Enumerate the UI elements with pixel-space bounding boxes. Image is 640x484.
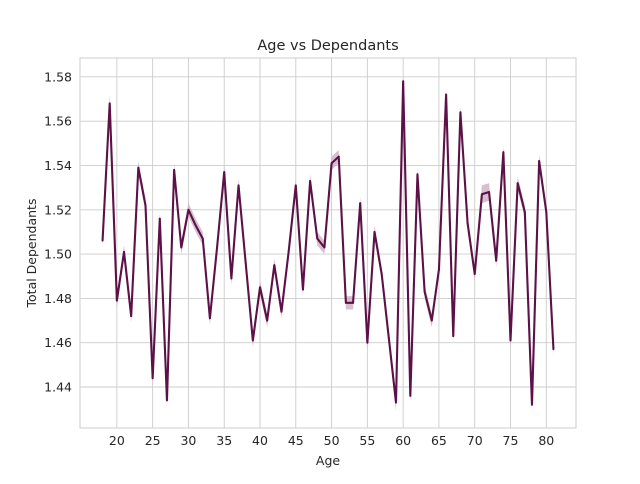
data-lines <box>101 80 555 406</box>
data-point <box>144 204 147 207</box>
data-point <box>309 180 312 182</box>
data-point <box>180 246 183 249</box>
data-point <box>194 224 197 227</box>
data-point <box>251 339 254 342</box>
y-tick-label: 1.56 <box>44 114 72 129</box>
data-point <box>538 160 541 162</box>
y-axis-title: Total Dependants <box>24 199 39 309</box>
x-axis-title: Age <box>316 453 340 468</box>
x-tick-label: 35 <box>216 433 232 448</box>
data-point <box>359 202 362 205</box>
data-point <box>395 401 397 404</box>
data-point <box>237 184 240 187</box>
data-point <box>344 301 347 304</box>
data-point <box>452 335 455 337</box>
y-tick-label: 1.44 <box>44 380 72 395</box>
y-tick-label: 1.52 <box>44 202 72 217</box>
data-point <box>380 273 383 275</box>
data-point <box>108 102 111 105</box>
x-tick-label: 25 <box>145 433 161 448</box>
data-point <box>402 80 405 83</box>
data-point <box>209 317 211 320</box>
data-point <box>352 301 354 304</box>
data-point <box>158 217 161 220</box>
x-tick-label: 40 <box>252 433 268 448</box>
x-tick-label: 20 <box>109 433 125 448</box>
data-point <box>552 348 555 351</box>
data-point <box>223 171 226 174</box>
data-point <box>201 237 204 240</box>
data-point <box>531 403 533 406</box>
y-tick-label: 1.46 <box>44 335 72 350</box>
data-point <box>294 184 297 187</box>
data-point <box>516 182 519 185</box>
data-point <box>459 111 462 114</box>
data-point <box>387 337 390 340</box>
data-point <box>430 319 433 322</box>
y-tick-label: 1.50 <box>44 247 72 262</box>
data-point <box>137 166 140 169</box>
data-point <box>545 211 548 213</box>
data-point <box>280 310 283 313</box>
data-point <box>130 315 133 318</box>
data-point <box>115 299 118 302</box>
data-point <box>259 286 261 289</box>
data-point <box>287 250 290 253</box>
data-point <box>502 151 505 154</box>
data-point <box>480 193 483 196</box>
x-tick-label: 30 <box>180 433 196 448</box>
data-point <box>330 162 333 165</box>
data-point <box>366 341 369 344</box>
confidence-bands <box>102 74 554 412</box>
data-point <box>445 93 447 96</box>
data-point <box>409 394 412 397</box>
series-line <box>101 80 555 406</box>
data-point <box>273 264 276 267</box>
data-point <box>323 246 326 249</box>
data-point <box>488 191 490 193</box>
data-point <box>230 277 233 280</box>
data-point <box>466 222 469 224</box>
x-tick-label: 80 <box>538 433 554 448</box>
data-point <box>302 288 304 291</box>
x-tick-label: 55 <box>359 433 375 448</box>
data-point <box>337 155 340 158</box>
data-point <box>423 290 426 293</box>
x-tick-label: 70 <box>467 433 483 448</box>
data-point <box>266 319 269 322</box>
data-point <box>123 250 125 253</box>
data-point <box>373 231 376 233</box>
data-point <box>438 268 440 271</box>
data-point <box>173 168 176 171</box>
data-point <box>509 339 512 342</box>
x-tick-label: 45 <box>288 433 304 448</box>
data-point <box>316 237 319 240</box>
y-tick-label: 1.58 <box>44 69 72 84</box>
data-point <box>495 259 498 262</box>
confidence-band <box>102 74 554 412</box>
data-point <box>216 246 218 249</box>
chart-title: Age vs Dependants <box>257 38 398 54</box>
data-point <box>244 262 247 264</box>
plot-frame <box>79 57 577 429</box>
grid-lines <box>79 57 577 429</box>
y-tick-label: 1.54 <box>44 158 72 173</box>
data-point <box>101 239 104 242</box>
x-tick-label: 65 <box>431 433 447 448</box>
data-point <box>523 211 526 213</box>
y-tick-label: 1.48 <box>44 291 72 306</box>
data-point <box>187 208 190 211</box>
data-point <box>473 273 476 275</box>
tick-labels: 20 25 30 35 40 45 50 55 60 65 70 75 80 1.44 1.46 1.48 1.… <box>44 69 554 448</box>
data-point <box>151 377 154 380</box>
x-tick-label: 50 <box>324 433 340 448</box>
x-tick-label: 75 <box>503 433 519 448</box>
x-tick-label: 60 <box>395 433 411 448</box>
data-point <box>416 173 419 176</box>
data-point <box>166 399 168 402</box>
